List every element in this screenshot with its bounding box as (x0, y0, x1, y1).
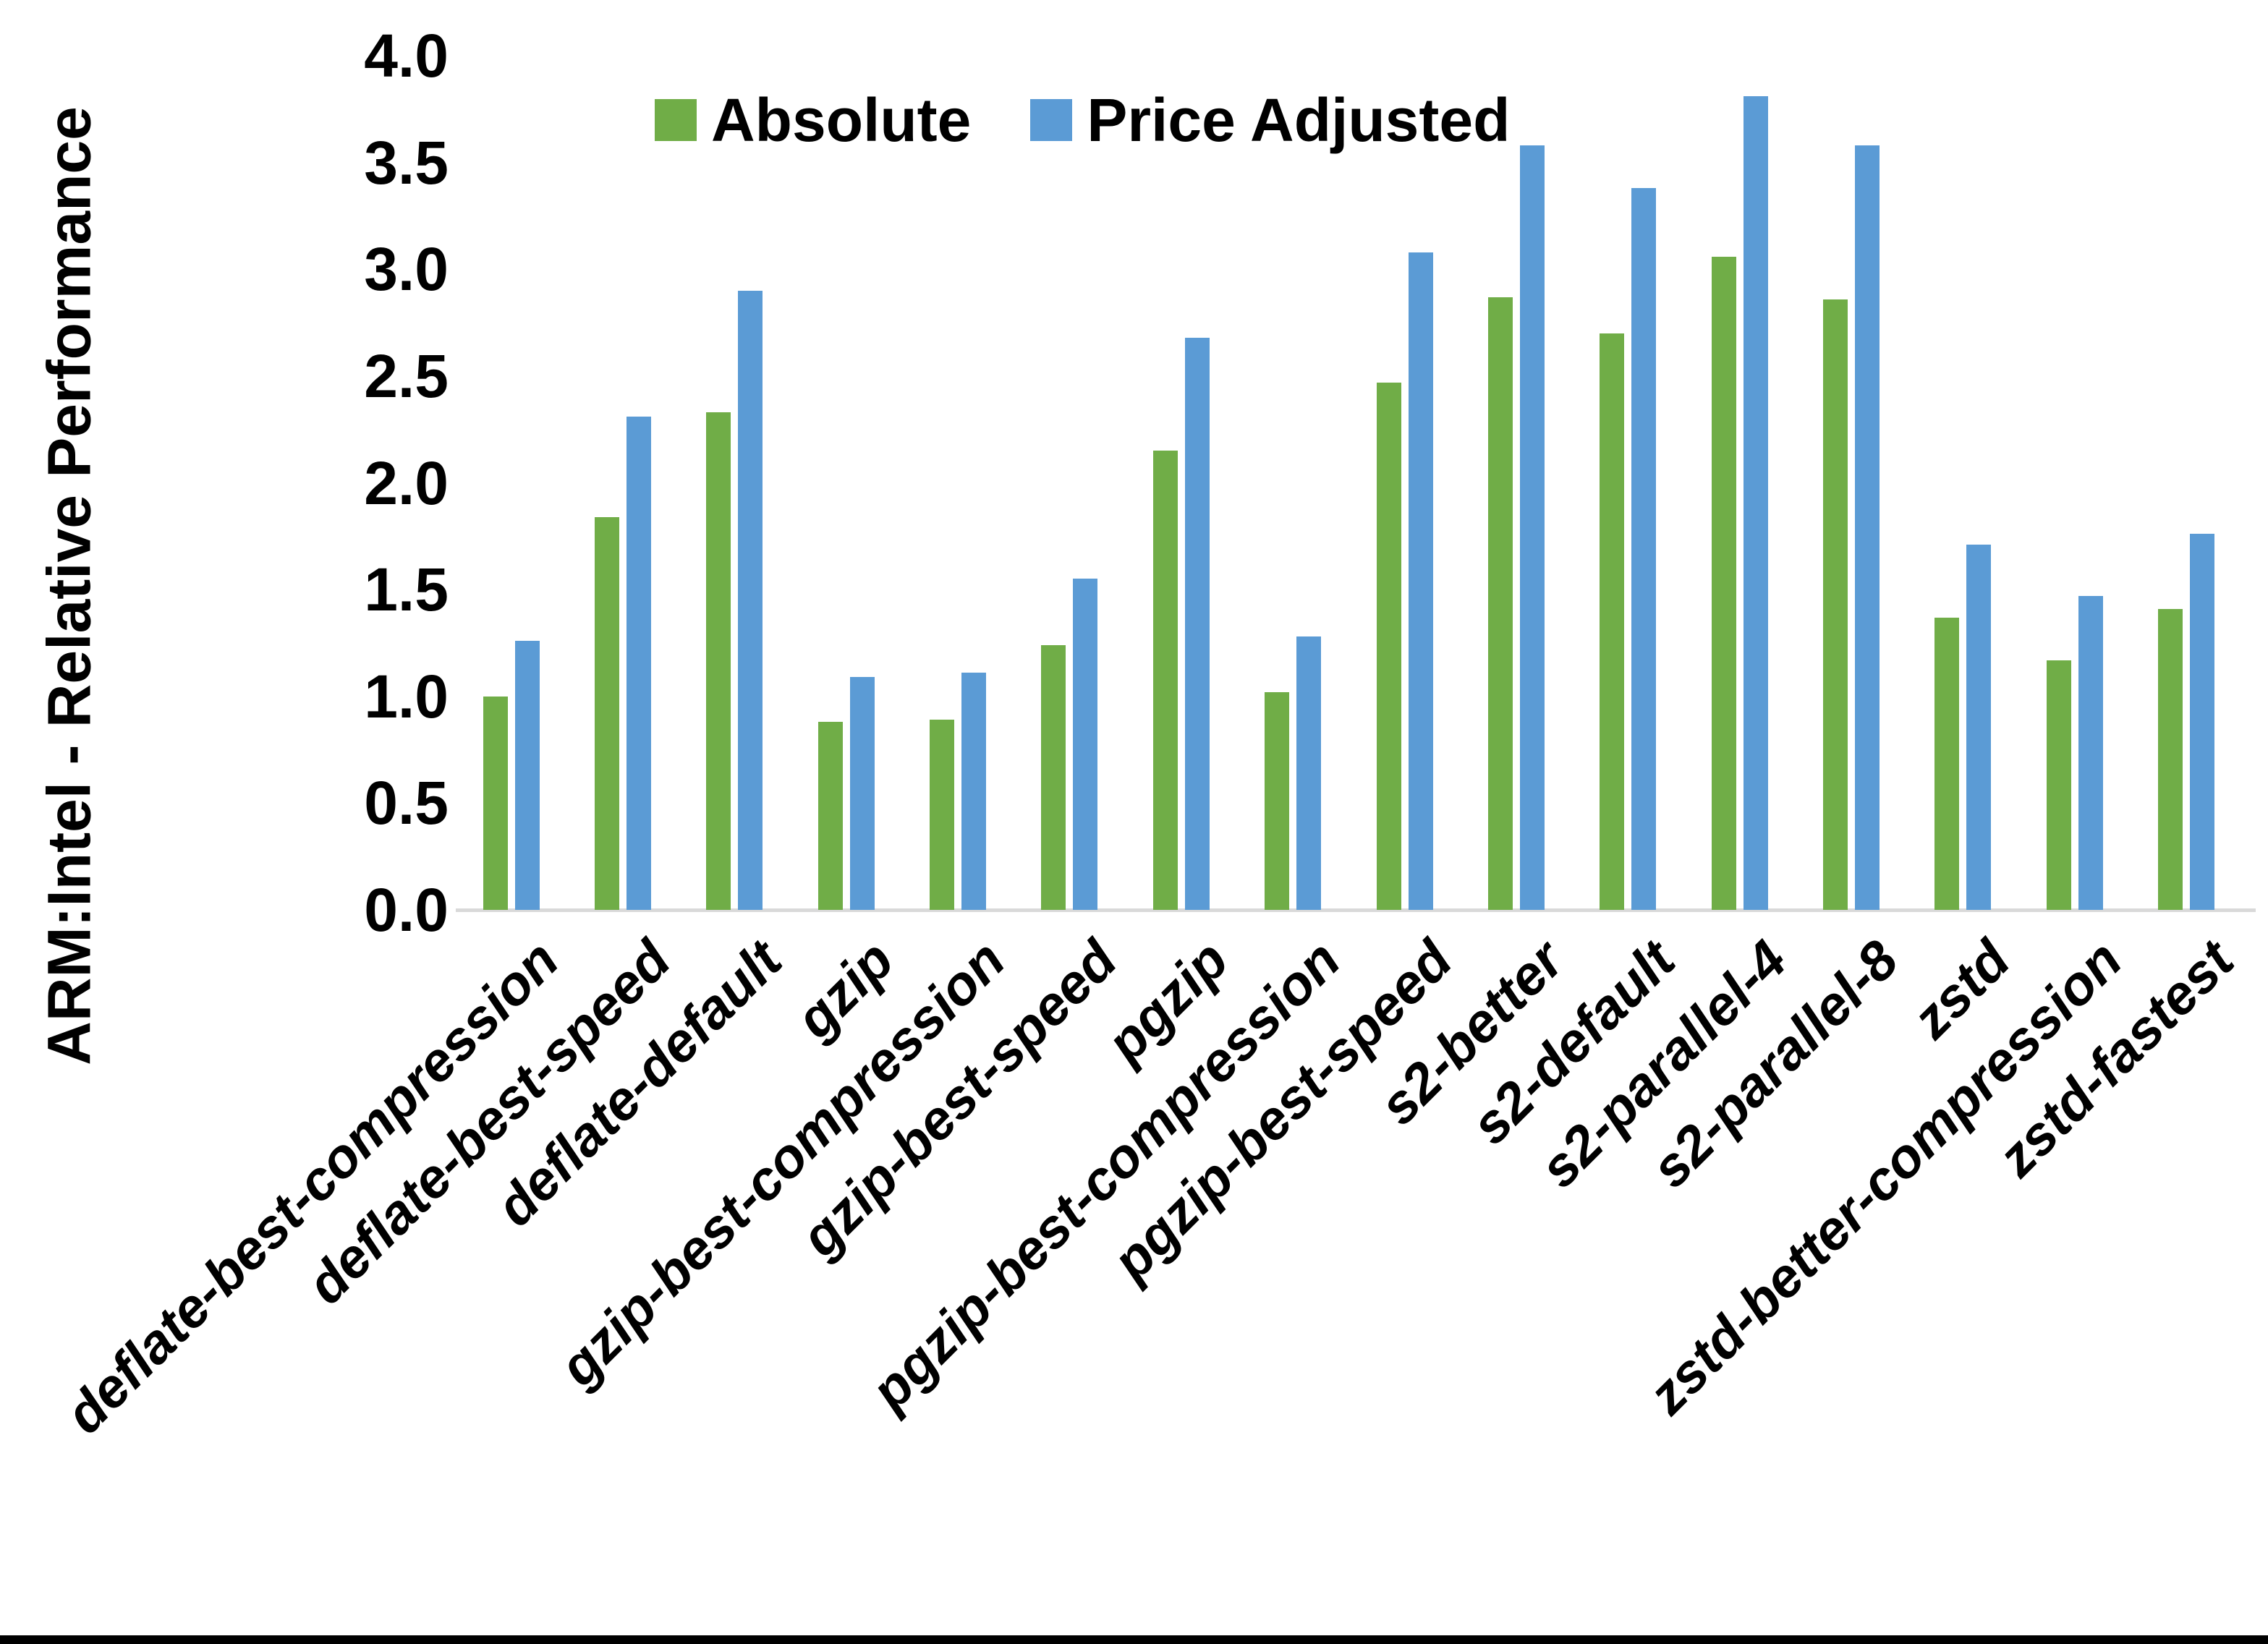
y-tick-label: 1.0 (364, 662, 449, 731)
bar-price-adjusted-gzip-best-compression (961, 673, 987, 910)
bar-price-adjusted-deflate-best-speed (627, 416, 652, 910)
bottom-border (0, 1635, 2268, 1644)
bar-price-adjusted-gzip (849, 677, 875, 910)
bar-absolute-s2-better (1487, 297, 1513, 910)
bar-price-adjusted-s2-parallel-4 (1743, 96, 1768, 910)
bar-absolute-zstd (1934, 617, 1960, 910)
bar-absolute-gzip-best-compression (930, 720, 955, 910)
bar-price-adjusted-zstd (1966, 545, 1992, 910)
bar-absolute-gzip (817, 722, 843, 910)
y-tick-label: 3.0 (364, 235, 449, 304)
bar-absolute-pgzip (1152, 451, 1178, 910)
bar-absolute-deflate-best-compression (483, 696, 508, 910)
bar-absolute-gzip-best-speed (1041, 644, 1066, 910)
y-tick-label: 0.0 (364, 876, 449, 944)
bar-price-adjusted-gzip-best-speed (1073, 579, 1098, 910)
legend-swatch-absolute (655, 99, 697, 141)
bar-absolute-zstd-better-compression (2046, 660, 2071, 910)
bar-absolute-zstd-fastest (2157, 608, 2183, 910)
y-tick-label: 1.5 (364, 555, 449, 624)
legend-label-price-adjusted: Price Adjusted (1087, 86, 1511, 154)
bar-absolute-deflate-best-speed (595, 516, 620, 910)
y-tick-label: 3.5 (364, 128, 449, 197)
bar-price-adjusted-s2-better (1519, 145, 1545, 910)
legend-item-price-adjusted: Price Adjusted (1030, 90, 1510, 150)
bar-price-adjusted-s2-default (1631, 188, 1657, 910)
bar-price-adjusted-zstd-fastest (2189, 534, 2214, 910)
bar-price-adjusted-pgzip-best-speed (1408, 252, 1433, 910)
y-tick-label: 2.5 (364, 341, 449, 410)
bar-absolute-deflate-default (706, 412, 731, 910)
bar-absolute-s2-default (1600, 333, 1625, 910)
bar-price-adjusted-zstd-better-compression (2078, 595, 2103, 910)
y-tick-label: 4.0 (364, 22, 449, 90)
bar-price-adjusted-s2-parallel-8 (1854, 145, 1880, 910)
bar-price-adjusted-pgzip (1184, 337, 1210, 910)
chart-legend: Absolute Price Adjusted (655, 90, 1510, 150)
bar-absolute-s2-parallel-8 (1822, 299, 1848, 910)
x-axis-baseline (456, 908, 2256, 912)
bar-price-adjusted-deflate-best-compression (514, 640, 540, 910)
y-tick-label: 0.5 (364, 769, 449, 838)
bar-price-adjusted-pgzip-best-compression (1296, 636, 1322, 910)
y-axis-title: ARM:Intel - Relative Performance (35, 106, 103, 1065)
legend-swatch-price-adjusted (1030, 99, 1073, 141)
bar-price-adjusted-deflate-default (738, 290, 763, 910)
legend-item-absolute: Absolute (655, 90, 971, 150)
bar-absolute-pgzip-best-compression (1265, 691, 1290, 910)
legend-label-absolute: Absolute (711, 86, 972, 154)
y-tick-label: 2.0 (364, 448, 449, 517)
bar-absolute-s2-parallel-4 (1711, 256, 1736, 910)
bar-absolute-pgzip-best-speed (1376, 382, 1401, 910)
